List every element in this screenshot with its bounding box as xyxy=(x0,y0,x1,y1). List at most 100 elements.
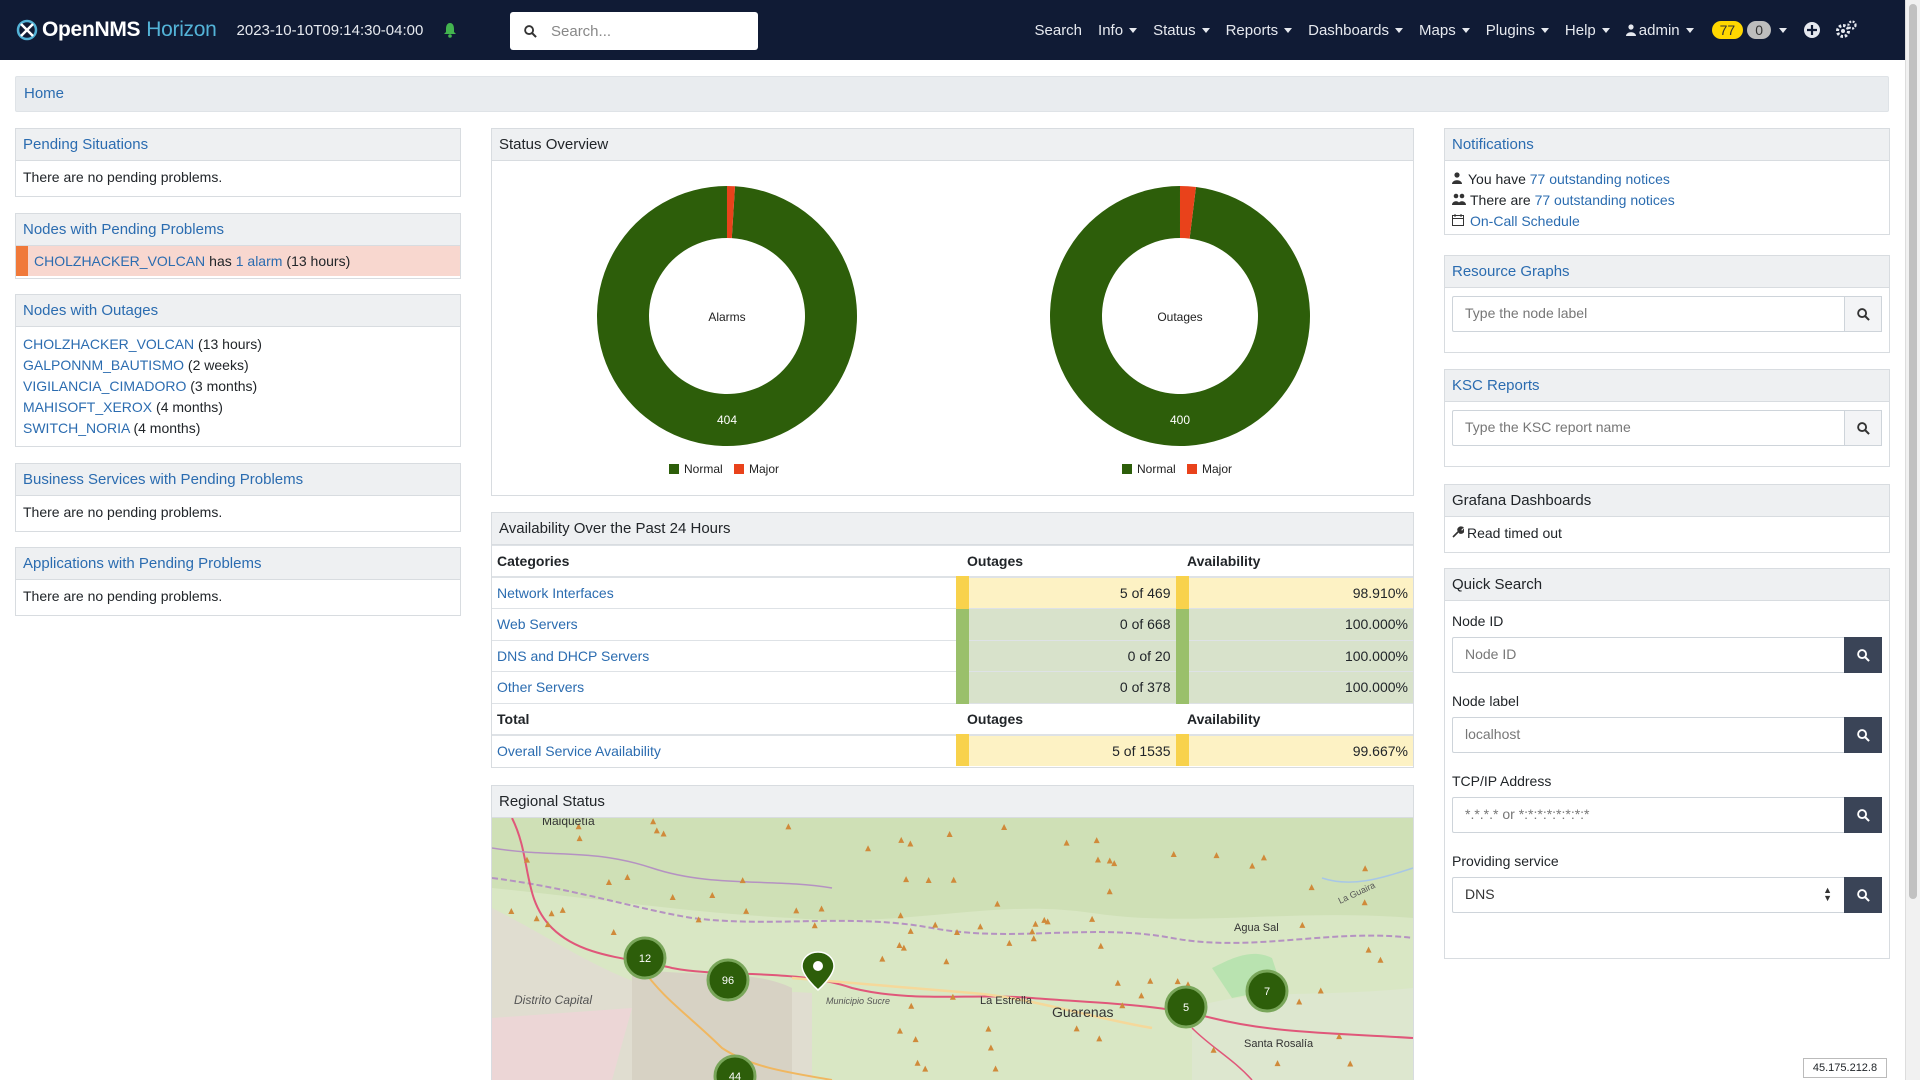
availability-cell: 98.910% xyxy=(1175,576,1413,609)
pending-node-link[interactable]: CHOLZHACKER_VOLCAN xyxy=(34,253,206,269)
panel-title[interactable]: Resource Graphs xyxy=(1445,256,1889,288)
panel-title[interactable]: Notifications xyxy=(1445,129,1889,161)
category-link[interactable]: DNS and DHCP Servers xyxy=(497,647,650,664)
donut-center-label: Alarms xyxy=(708,310,745,324)
legend-major-label: Major xyxy=(1202,462,1232,476)
outage-node-link[interactable]: VIGILANCIA_CIMADORO xyxy=(23,378,187,394)
brand[interactable]: OpenNMS Horizon xyxy=(16,18,217,42)
nav-plugins[interactable]: Plugins xyxy=(1486,22,1549,39)
peak-marker xyxy=(1210,1046,1217,1053)
all-notices-line: There are 77 outstanding notices xyxy=(1452,190,1882,211)
peak-marker xyxy=(925,877,932,884)
nav-search[interactable]: Search xyxy=(1034,21,1083,39)
outage-item: VIGILANCIA_CIMADORO (3 months) xyxy=(23,376,453,397)
node-id-search-button[interactable] xyxy=(1844,637,1882,673)
severity-stripe xyxy=(16,246,28,276)
category-link[interactable]: Other Servers xyxy=(497,679,585,696)
peak-marker xyxy=(896,941,903,948)
outage-node-link[interactable]: CHOLZHACKER_VOLCAN xyxy=(23,336,195,352)
node-id-input[interactable]: Node ID xyxy=(1452,637,1844,673)
col-categories: Categories xyxy=(492,545,962,578)
node-label-input[interactable]: Type the node label xyxy=(1452,296,1844,332)
grafana-status: Read timed out xyxy=(1445,517,1889,549)
peak-marker xyxy=(1347,1060,1354,1067)
ip-search-button[interactable] xyxy=(1844,797,1882,833)
user-icon xyxy=(1452,172,1462,184)
nav-help[interactable]: Help xyxy=(1565,22,1610,39)
alarm-link[interactable]: 1 alarm xyxy=(235,253,283,269)
overall-availability-link[interactable]: Overall Service Availability xyxy=(497,742,661,759)
add-circle-icon[interactable] xyxy=(1803,21,1821,39)
chevron-down-icon[interactable] xyxy=(1779,27,1787,33)
nav-reports[interactable]: Reports xyxy=(1226,22,1293,39)
oncall-schedule-link[interactable]: On-Call Schedule xyxy=(1470,213,1580,229)
col-outages: Outages xyxy=(962,545,1182,578)
outage-node-link[interactable]: MAHISOFT_XEROX xyxy=(23,399,153,415)
category-link[interactable]: Web Servers xyxy=(497,616,578,633)
peak-marker xyxy=(1094,856,1101,863)
panel-title[interactable]: Applications with Pending Problems xyxy=(16,548,460,580)
outage-node-link[interactable]: GALPONNM_BAUTISMO xyxy=(23,357,185,373)
map-marker-icon[interactable] xyxy=(801,951,835,991)
map-cluster[interactable]: 12 xyxy=(623,936,667,980)
peak-marker xyxy=(1093,837,1100,844)
chevron-down-icon xyxy=(1129,27,1138,33)
select-arrows-icon: ▲ ▼ xyxy=(1823,885,1832,903)
bell-icon[interactable] xyxy=(443,22,457,38)
peak-marker xyxy=(992,1065,999,1072)
panel-title[interactable]: Pending Situations xyxy=(16,129,460,161)
alarms-major-slice xyxy=(727,186,736,239)
peak-marker xyxy=(898,836,905,843)
nav-status[interactable]: Status xyxy=(1153,22,1210,39)
outage-age: (2 weeks) xyxy=(187,357,249,373)
notice-count-badge[interactable]: 77 xyxy=(1711,21,1744,39)
all-notices-link[interactable]: 77 outstanding notices xyxy=(1534,192,1675,208)
outages-major-slice xyxy=(1180,186,1196,239)
page-scrollbar[interactable] xyxy=(1905,0,1920,1080)
outages-cell: 5 of 469 xyxy=(955,576,1182,609)
map-canvas[interactable]: Maiquetía Distrito Capital Municipio Suc… xyxy=(492,818,1413,1080)
panel-title[interactable]: Nodes with Outages xyxy=(16,295,460,327)
peak-marker xyxy=(1041,916,1048,923)
regional-map[interactable]: Maiquetía Distrito Capital Municipio Suc… xyxy=(492,818,1413,1080)
peak-marker xyxy=(950,876,957,883)
service-select[interactable]: DNS ▲ ▼ xyxy=(1452,877,1844,913)
outages-normal-slice xyxy=(1050,186,1310,446)
breadcrumb-home[interactable]: Home xyxy=(24,85,65,102)
gears-icon[interactable] xyxy=(1835,20,1857,40)
panel-title[interactable]: Business Services with Pending Problems xyxy=(16,464,460,496)
alarms-normal-slice xyxy=(597,186,857,446)
map-cluster[interactable]: 96 xyxy=(706,958,750,1002)
ksc-search-button[interactable] xyxy=(1844,410,1882,446)
svg-text:44: 44 xyxy=(729,1071,741,1080)
nav-dashboards[interactable]: Dashboards xyxy=(1308,22,1404,39)
nav-user[interactable]: admin xyxy=(1625,22,1694,39)
ksc-report-input[interactable]: Type the KSC report name xyxy=(1452,410,1844,446)
nav-info[interactable]: Info xyxy=(1098,22,1138,39)
nav-maps[interactable]: Maps xyxy=(1419,22,1470,39)
resource-search-button[interactable] xyxy=(1844,296,1882,332)
peak-marker xyxy=(1119,1002,1126,1009)
age-text: (13 hours) xyxy=(286,253,351,269)
nav-menu: Search Info Status Reports Dashboards Ma… xyxy=(1019,0,1858,60)
map-cluster[interactable]: 7 xyxy=(1245,969,1289,1013)
service-label: Providing service xyxy=(1452,853,1559,869)
node-label-search-input[interactable]: localhost xyxy=(1452,717,1844,753)
peak-marker xyxy=(907,840,914,847)
peak-marker xyxy=(650,818,657,825)
search-input[interactable]: Search... xyxy=(510,12,758,50)
panel-title[interactable]: Nodes with Pending Problems xyxy=(16,214,460,246)
col-availability: Availability xyxy=(1182,545,1413,578)
alarm-count-badge[interactable]: 0 xyxy=(1747,21,1771,39)
user-notices-link[interactable]: 77 outstanding notices xyxy=(1529,171,1670,187)
ip-address-input[interactable]: *.*.*.* or *:*:*:*:*:*:*:* xyxy=(1452,797,1844,833)
scrollbar-thumb[interactable] xyxy=(1909,4,1917,899)
panel-title[interactable]: KSC Reports xyxy=(1445,370,1889,402)
node-label-search-button[interactable] xyxy=(1844,717,1882,753)
outage-node-link[interactable]: SWITCH_NORIA xyxy=(23,420,130,436)
has-text: has xyxy=(209,253,232,269)
service-search-button[interactable] xyxy=(1844,877,1882,913)
category-link[interactable]: Network Interfaces xyxy=(497,585,614,601)
map-cluster[interactable]: 44 xyxy=(713,1054,757,1080)
map-cluster[interactable]: 5 xyxy=(1164,985,1208,1029)
